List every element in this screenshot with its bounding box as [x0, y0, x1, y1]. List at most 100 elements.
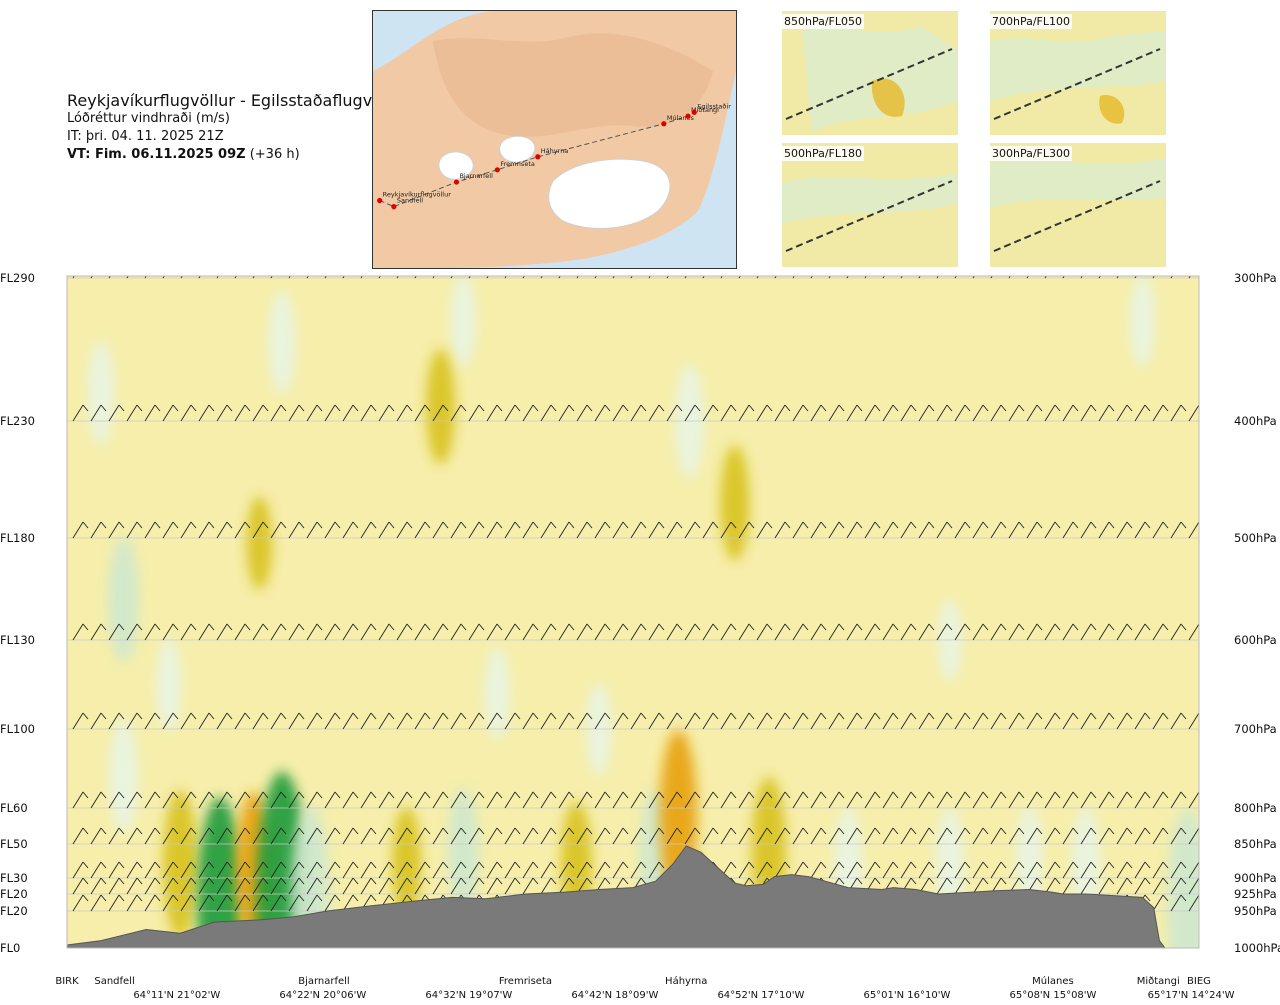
wind-barb — [234, 791, 251, 809]
wind-barb — [846, 827, 863, 845]
route-title: Reykjavíkurflugvöllur - Egilsstaðaflugvö… — [67, 91, 408, 110]
wind-barb — [900, 861, 917, 879]
wind-barb — [468, 791, 485, 809]
wind-barb — [1098, 712, 1115, 730]
wind-barb — [180, 404, 197, 422]
wind-barb — [846, 791, 863, 809]
wind-barb — [450, 404, 467, 422]
wind-barb — [486, 827, 503, 845]
wind-barb — [1044, 404, 1061, 422]
wind-barb — [198, 827, 215, 845]
wind-barb — [414, 712, 431, 730]
wind-barb — [1026, 623, 1043, 641]
wind-barb — [360, 827, 377, 845]
wind-barb — [612, 623, 629, 641]
cross-section-chart: FL290 FL230 FL180 FL130 FL100 FL60 FL50 FL30 FL2… — [0, 271, 1280, 1001]
wind-barb — [90, 521, 107, 539]
mini-map-300: 300hPa/FL300 — [990, 143, 1166, 267]
hofsjokull-glacier — [499, 135, 536, 163]
wind-barb — [324, 404, 341, 422]
wind-barb — [1134, 861, 1151, 879]
wind-barb — [810, 791, 827, 809]
wind-barb — [594, 827, 611, 845]
wind-barb — [828, 404, 845, 422]
waypoint-label: Háhyrna — [665, 975, 707, 987]
wind-barb — [882, 861, 899, 879]
wind-barb — [396, 404, 413, 422]
wind-barb — [882, 827, 899, 845]
wind-barb — [90, 712, 107, 730]
wind-barb — [738, 861, 755, 879]
wind-barb — [612, 827, 629, 845]
wind-barb — [1134, 404, 1151, 422]
pressure-level-label: 400hPa — [1234, 414, 1277, 428]
wind-barb — [450, 877, 467, 895]
wind-barb — [198, 623, 215, 641]
coordinate-label: 64°22'N 20°06'W — [279, 990, 366, 1001]
wind-barb — [1044, 623, 1061, 641]
wind-barb — [1116, 861, 1133, 879]
wind-barb — [432, 861, 449, 879]
wind-barb — [918, 861, 935, 879]
wind-barb — [648, 404, 665, 422]
wind-barb — [990, 623, 1007, 641]
wind-barb — [522, 521, 539, 539]
wind-barb — [594, 712, 611, 730]
land-relief — [433, 33, 713, 137]
flight-level-label: FL0 — [0, 941, 20, 955]
wind-barb — [270, 712, 287, 730]
flight-level-label: FL180 — [0, 531, 35, 545]
wind-barb — [612, 404, 629, 422]
flight-level-label: FL50 — [0, 837, 28, 851]
wind-barb — [558, 623, 575, 641]
wind-barb — [1188, 712, 1199, 730]
mini-map-500: 500hPa/FL180 — [782, 143, 958, 267]
wind-barb — [378, 877, 395, 895]
wind-barb — [144, 791, 161, 809]
wind-barb — [882, 791, 899, 809]
wind-barb — [126, 623, 143, 641]
wind-barb — [1116, 827, 1133, 845]
wind-barb — [1008, 404, 1025, 422]
route-waypoint-label: Egilsstaðir — [697, 102, 731, 110]
wind-barb — [846, 521, 863, 539]
wind-barb — [252, 894, 269, 912]
wind-barb — [180, 521, 197, 539]
wind-barb — [720, 827, 737, 845]
wind-barb — [1116, 791, 1133, 809]
wind-barb — [1044, 791, 1061, 809]
downdraft-cell — [1129, 276, 1156, 368]
wind-barb — [1134, 791, 1151, 809]
wind-barb — [792, 791, 809, 809]
wind-barb — [306, 827, 323, 845]
wind-barb — [738, 791, 755, 809]
pressure-level-label: 600hPa — [1234, 633, 1277, 647]
wind-barb — [486, 861, 503, 879]
wind-barb — [522, 827, 539, 845]
wind-barb — [126, 861, 143, 879]
wind-barb — [1080, 521, 1097, 539]
wind-barb — [1152, 877, 1169, 895]
wind-barb — [576, 404, 593, 422]
terrain-profile — [67, 845, 1199, 948]
route-waypoint — [377, 197, 383, 204]
mini-map-route — [993, 180, 1161, 252]
wind-barb — [1170, 861, 1187, 879]
wind-barb — [540, 827, 557, 845]
wind-barb — [486, 521, 503, 539]
wind-barb — [738, 712, 755, 730]
wind-barb — [1152, 623, 1169, 641]
wind-barb — [468, 861, 485, 879]
wind-barb — [594, 791, 611, 809]
wind-barb — [162, 877, 179, 895]
wind-barb — [360, 521, 377, 539]
wind-barb — [144, 712, 161, 730]
wind-barb — [936, 404, 953, 422]
waypoint-label: Sandfell — [94, 976, 134, 987]
wind-barb — [1116, 712, 1133, 730]
wind-barb — [378, 404, 395, 422]
wind-barb — [558, 712, 575, 730]
wind-barb — [468, 404, 485, 422]
wind-barb — [738, 827, 755, 845]
